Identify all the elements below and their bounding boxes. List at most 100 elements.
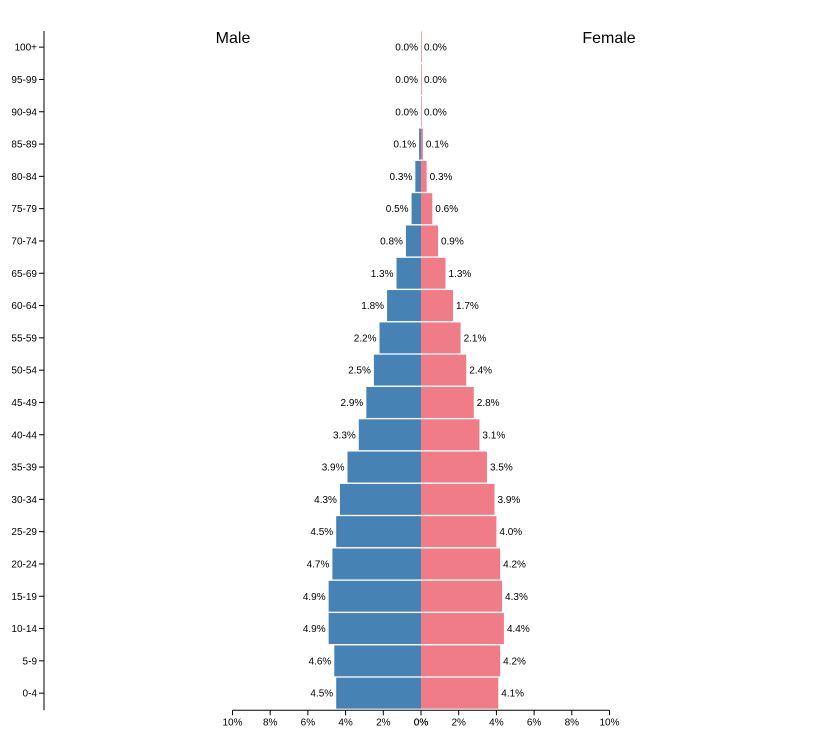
female-value-label: 0.6%: [435, 204, 458, 215]
x-tick-label: 2%: [451, 717, 466, 728]
female-bar: [421, 354, 467, 386]
female-value-label: 3.1%: [482, 430, 505, 441]
female-bar: [421, 677, 499, 709]
female-value-label: 4.2%: [503, 656, 526, 667]
female-value-label: 2.1%: [464, 333, 487, 344]
male-value-label: 4.9%: [303, 592, 326, 603]
age-group-label: 80-84: [11, 172, 37, 183]
age-group-label: 30-34: [11, 495, 37, 506]
male-bar: [405, 225, 421, 257]
male-value-label: 3.9%: [322, 463, 345, 474]
male-value-label: 0.5%: [386, 204, 409, 215]
male-bar: [387, 290, 421, 322]
male-value-label: 4.5%: [310, 689, 333, 700]
female-bar: [421, 451, 487, 483]
male-bar: [339, 483, 421, 515]
age-group-label: 45-49: [11, 398, 37, 409]
female-value-label: 2.4%: [469, 366, 492, 377]
female-bar: [421, 31, 422, 63]
female-value-label: 3.9%: [498, 495, 521, 506]
female-value-label: 0.1%: [426, 140, 449, 151]
female-value-label: 0.0%: [424, 107, 447, 118]
female-value-label: 0.3%: [430, 172, 453, 183]
female-bar: [421, 290, 454, 322]
male-value-label: 0.3%: [390, 172, 413, 183]
female-value-label: 0.0%: [424, 75, 447, 86]
age-group-label: 85-89: [11, 140, 37, 151]
male-value-label: 3.3%: [333, 430, 356, 441]
male-bar: [328, 613, 421, 645]
male-value-label: 0.8%: [380, 236, 403, 247]
male-value-label: 0.0%: [395, 75, 418, 86]
age-group-label: 100+: [14, 43, 37, 54]
male-value-label: 4.6%: [308, 656, 331, 667]
age-group-label: 50-54: [11, 366, 37, 377]
female-bar: [421, 580, 503, 612]
x-tick-label: 4%: [338, 717, 353, 728]
age-group-label: 10-14: [11, 624, 37, 635]
female-bar: [421, 225, 438, 257]
male-bar: [334, 645, 421, 677]
female-bar: [421, 160, 427, 192]
age-group-label: 55-59: [11, 333, 37, 344]
female-bar: [421, 322, 461, 354]
female-bar: [421, 483, 495, 515]
age-group-label: 95-99: [11, 75, 37, 86]
female-title: Female: [582, 30, 635, 47]
female-bar: [421, 516, 497, 548]
female-value-label: 1.7%: [456, 301, 479, 312]
female-bar: [421, 128, 423, 160]
x-tick-label: 10%: [599, 717, 619, 728]
male-value-label: 4.7%: [307, 559, 330, 570]
female-bar: [421, 257, 446, 289]
female-bar: [421, 63, 422, 95]
male-title: Male: [216, 30, 251, 47]
male-value-label: 1.3%: [371, 269, 394, 280]
x-tick-label: 0%: [414, 717, 429, 728]
x-tick-label: 8%: [565, 717, 580, 728]
female-value-label: 0.9%: [441, 236, 464, 247]
age-group-label: 20-24: [11, 559, 37, 570]
age-group-label: 90-94: [11, 107, 37, 118]
male-bar: [419, 128, 421, 160]
x-tick-label: 6%: [301, 717, 316, 728]
age-group-label: 75-79: [11, 204, 37, 215]
age-group-label: 35-39: [11, 463, 37, 474]
male-bar: [415, 160, 421, 192]
male-bar: [358, 419, 421, 451]
x-tick-label: 4%: [489, 717, 504, 728]
age-group-label: 15-19: [11, 592, 37, 603]
age-group-label: 60-64: [11, 301, 37, 312]
age-group-label: 25-29: [11, 527, 37, 538]
age-group-label: 40-44: [11, 430, 37, 441]
x-tick-label: 10%: [222, 717, 242, 728]
female-value-label: 4.4%: [507, 624, 530, 635]
x-tick-label: 0%: [414, 717, 429, 728]
bars-layer: [232, 31, 610, 709]
female-value-label: 0.0%: [424, 43, 447, 54]
male-bar: [332, 548, 421, 580]
female-value-label: 2.8%: [477, 398, 500, 409]
female-value-label: 4.2%: [503, 559, 526, 570]
female-value-label: 1.3%: [449, 269, 472, 280]
male-value-label: 0.0%: [395, 107, 418, 118]
male-bar: [328, 580, 421, 612]
x-tick-label: 8%: [263, 717, 278, 728]
male-bar: [411, 193, 421, 225]
age-group-label: 65-69: [11, 269, 37, 280]
female-bar: [421, 645, 501, 677]
axis-layer: 10% 8% 6% 4% 2% 0%0% 2% 4% 6% 8% 10%100+95-9990-94…: [11, 31, 620, 728]
age-group-label: 0-4: [23, 689, 38, 700]
male-value-label: 4.9%: [303, 624, 326, 635]
female-bar: [421, 193, 433, 225]
male-value-label: 0.1%: [393, 140, 416, 151]
female-bar: [421, 419, 480, 451]
male-value-label: 2.5%: [348, 366, 371, 377]
age-group-label: 5-9: [23, 656, 38, 667]
x-tick-label: 2%: [376, 717, 391, 728]
female-bar: [421, 613, 504, 645]
female-bar: [421, 96, 422, 128]
female-value-label: 3.5%: [490, 463, 513, 474]
male-bar: [396, 257, 421, 289]
